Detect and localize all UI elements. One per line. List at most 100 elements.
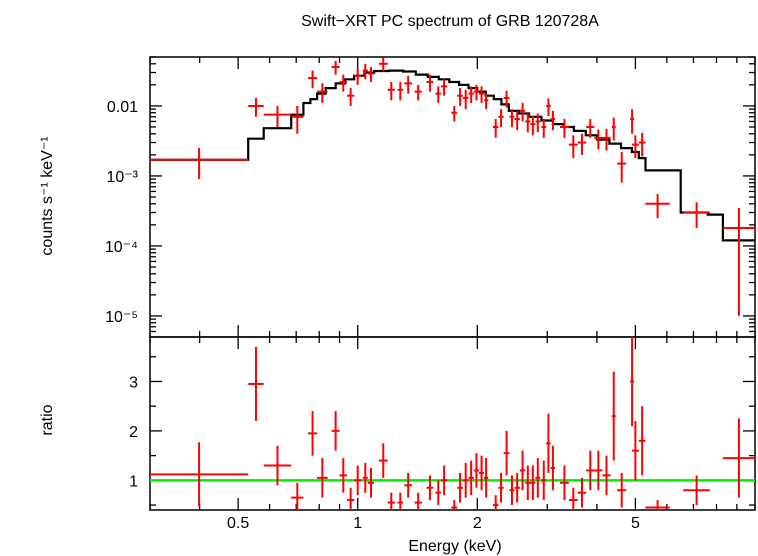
data-point bbox=[611, 117, 616, 141]
data-point bbox=[617, 472, 627, 508]
bottom-panel-y-axis-label: ratio bbox=[39, 404, 56, 435]
data-point bbox=[347, 88, 355, 106]
data-point bbox=[645, 500, 670, 510]
data-point bbox=[291, 105, 304, 134]
data-point bbox=[638, 406, 646, 476]
data-point bbox=[473, 453, 480, 488]
data-point bbox=[519, 103, 526, 122]
data-point bbox=[568, 487, 578, 510]
data-point bbox=[150, 442, 249, 507]
data-point bbox=[498, 109, 504, 127]
data-point bbox=[248, 97, 264, 117]
model-step-line bbox=[150, 69, 755, 242]
data-point bbox=[263, 105, 292, 127]
data-point bbox=[525, 465, 531, 501]
data-point bbox=[354, 465, 362, 496]
data-point bbox=[550, 110, 556, 131]
data-point bbox=[362, 63, 368, 80]
data-point bbox=[435, 86, 441, 104]
y-tick-label: 10⁻⁴ bbox=[105, 239, 138, 256]
data-point bbox=[308, 70, 318, 89]
data-point bbox=[387, 492, 395, 510]
y-tick-label: 1 bbox=[129, 473, 138, 490]
x-tick-label: 1 bbox=[353, 515, 362, 532]
data-point bbox=[519, 450, 526, 491]
data-point bbox=[150, 148, 249, 180]
spectrum-panel: 10⁻⁵ 10⁻⁴ 10⁻³ 0.01 bbox=[105, 56, 756, 338]
top-panel-y-axis-label: counts s⁻¹ keV⁻¹ bbox=[39, 136, 56, 255]
data-point bbox=[457, 88, 463, 106]
data-point bbox=[462, 463, 469, 498]
data-point bbox=[473, 84, 480, 101]
data-point bbox=[457, 472, 463, 503]
x-tick-label: 2 bbox=[473, 515, 482, 532]
data-point bbox=[722, 207, 755, 316]
y-tick-label: 2 bbox=[129, 424, 138, 441]
data-point bbox=[503, 90, 510, 108]
data-point bbox=[339, 458, 348, 493]
data-point bbox=[645, 194, 670, 219]
data-point bbox=[479, 455, 485, 491]
data-point bbox=[586, 119, 595, 138]
data-point bbox=[367, 66, 375, 82]
data-point bbox=[367, 467, 375, 498]
data-point bbox=[550, 445, 556, 491]
data-point bbox=[291, 482, 304, 510]
x-axis-label: Energy (keV) bbox=[408, 538, 501, 555]
data-point bbox=[530, 465, 536, 501]
data-point bbox=[503, 430, 510, 476]
data-point bbox=[546, 413, 551, 473]
y-tick-label: 3 bbox=[129, 374, 138, 391]
data-point bbox=[414, 492, 422, 510]
data-point bbox=[426, 475, 434, 501]
chart-title: Swift−XRT PC spectrum of GRB 120728A bbox=[301, 13, 599, 30]
data-point bbox=[535, 458, 541, 498]
data-point bbox=[462, 89, 469, 110]
top-plot-frame bbox=[149, 56, 756, 338]
data-point bbox=[630, 337, 635, 426]
data-point bbox=[248, 346, 264, 422]
data-point bbox=[594, 450, 603, 491]
data-point bbox=[468, 86, 474, 104]
y-tick-label: 10⁻⁵ bbox=[105, 309, 138, 326]
data-point bbox=[339, 74, 348, 92]
data-point bbox=[541, 119, 547, 138]
data-point bbox=[440, 79, 448, 96]
data-point bbox=[404, 472, 413, 498]
data-point bbox=[509, 109, 515, 127]
data-point bbox=[541, 460, 547, 501]
data-point bbox=[611, 371, 616, 461]
data-point bbox=[378, 57, 388, 72]
data-point bbox=[404, 75, 413, 94]
data-point bbox=[631, 135, 639, 159]
data-point bbox=[331, 60, 340, 75]
data-point bbox=[586, 450, 595, 491]
data-point bbox=[440, 465, 448, 496]
data-point bbox=[468, 460, 474, 496]
data-point bbox=[498, 472, 504, 503]
data-point bbox=[514, 110, 520, 131]
ratio-panel: 0.5 1 2 5 1 2 3 bbox=[129, 336, 756, 532]
data-point bbox=[414, 84, 422, 101]
data-point bbox=[479, 86, 485, 104]
data-point bbox=[617, 151, 627, 183]
y-tick-label: 0.01 bbox=[107, 99, 138, 116]
data-point bbox=[426, 74, 434, 92]
data-point bbox=[535, 113, 541, 133]
bottom-plot-frame bbox=[149, 336, 756, 511]
data-point bbox=[451, 105, 458, 122]
data-point bbox=[492, 119, 499, 138]
data-point bbox=[560, 465, 569, 501]
data-point bbox=[347, 487, 355, 510]
data-point bbox=[560, 119, 569, 138]
data-point bbox=[509, 475, 515, 506]
data-point bbox=[530, 115, 536, 136]
data-point bbox=[525, 113, 531, 133]
data-point bbox=[546, 98, 551, 116]
data-point bbox=[683, 202, 710, 229]
data-point bbox=[514, 472, 520, 503]
data-point bbox=[397, 81, 403, 101]
data-point bbox=[683, 475, 710, 506]
data-point bbox=[263, 445, 292, 486]
